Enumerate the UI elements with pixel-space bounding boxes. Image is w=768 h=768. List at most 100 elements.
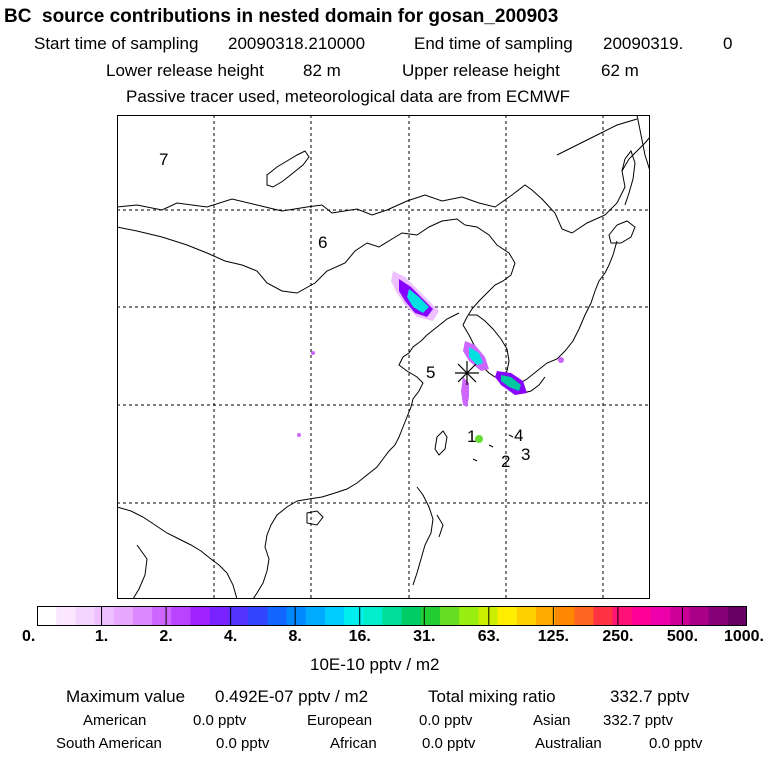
plume-core bbox=[501, 375, 521, 391]
colorbar bbox=[37, 606, 747, 626]
colorbar-swatch bbox=[401, 606, 422, 626]
american-label: American bbox=[83, 712, 147, 729]
colorbar-tick-label: 0. bbox=[22, 628, 36, 645]
colorbar-swatch bbox=[132, 606, 153, 626]
colorbar-tick-label: 63. bbox=[477, 628, 500, 645]
colorbar-swatch bbox=[535, 606, 556, 626]
region-label-2: 2 bbox=[501, 452, 510, 471]
colorbar-swatch bbox=[459, 606, 479, 626]
colorbar-tick-label: 4. bbox=[223, 628, 238, 645]
colorbar-swatch bbox=[420, 606, 441, 626]
colorbar-border bbox=[37, 606, 747, 626]
european-value: 0.0 pptv bbox=[419, 712, 473, 729]
start-time-value: 20090318.210000 bbox=[228, 34, 366, 53]
total-mixing-label: Total mixing ratio bbox=[428, 687, 556, 706]
south-american-label: South American bbox=[56, 735, 162, 752]
plume-inner bbox=[407, 289, 429, 313]
american-value: 0.0 pptv bbox=[193, 712, 247, 729]
colorbar-swatch bbox=[113, 606, 134, 626]
colorbar-swatch bbox=[286, 606, 307, 626]
region-label-3: 3 bbox=[521, 445, 530, 464]
colorbar-swatch bbox=[152, 606, 172, 626]
colorbar-swatch bbox=[190, 606, 211, 626]
lower-release-label: Lower release height bbox=[106, 61, 264, 80]
colorbar-swatch bbox=[497, 606, 518, 626]
colorbar-tick-label: 500. bbox=[666, 628, 699, 645]
region-label-5: 5 bbox=[426, 363, 435, 382]
african-value: 0.0 pptv bbox=[422, 735, 476, 752]
colorbar-tick-label: 1000. bbox=[723, 628, 764, 645]
map-frame bbox=[117, 115, 650, 599]
colorbar-swatch bbox=[228, 606, 249, 626]
colorbar-swatch bbox=[382, 606, 403, 626]
plume-korea bbox=[463, 341, 489, 371]
european-label: European bbox=[307, 712, 373, 729]
end-time-value: 20090319. bbox=[603, 34, 684, 53]
colorbar-swatch bbox=[56, 606, 76, 626]
max-value-label: Maximum value bbox=[66, 687, 186, 706]
plume-south-spot bbox=[297, 433, 301, 437]
colorbar-swatch bbox=[631, 606, 652, 626]
colorbar-swatch bbox=[516, 606, 537, 626]
max-value: 0.492E-07 pptv / m2 bbox=[215, 687, 369, 706]
plume-kyushu bbox=[495, 371, 527, 395]
colorbar-swatch bbox=[171, 606, 192, 626]
start-time-label: Start time of sampling bbox=[34, 34, 199, 53]
colorbar-swatch bbox=[670, 606, 690, 626]
colorbar-tick-label: 250. bbox=[602, 628, 634, 645]
colorbar-swatch bbox=[37, 606, 57, 626]
colorbar-swatch bbox=[248, 606, 268, 626]
colorbar-swatch bbox=[363, 606, 383, 626]
african-label: African bbox=[330, 735, 377, 752]
upper-release-label: Upper release height bbox=[402, 61, 560, 80]
plume-west-spot bbox=[311, 351, 315, 355]
colorbar-swatch bbox=[651, 606, 671, 626]
colorbar-swatch bbox=[344, 606, 364, 626]
plume-japan-spot bbox=[558, 357, 564, 363]
colorbar-swatch bbox=[267, 606, 287, 626]
plume-green-spot bbox=[475, 435, 483, 443]
star-marker bbox=[455, 361, 479, 385]
map-panel: 7 6 5 1 2 3 4 bbox=[117, 115, 650, 599]
asian-label: Asian bbox=[533, 712, 571, 729]
colorbar-swatch bbox=[209, 606, 230, 626]
colorbar-swatch bbox=[708, 606, 729, 626]
colorbar-swatch bbox=[324, 606, 345, 626]
colorbar-swatch bbox=[439, 606, 460, 626]
colorbar-swatch bbox=[75, 606, 96, 626]
colorbar-unit: 10E-10 pptv / m2 bbox=[310, 655, 440, 674]
colorbar-tick-label: 16. bbox=[348, 628, 371, 645]
end-time-label: End time of sampling bbox=[414, 34, 573, 53]
plume-beijing bbox=[391, 271, 439, 321]
colorbar-swatch bbox=[94, 606, 115, 626]
lower-release-value: 82 m bbox=[303, 61, 341, 80]
colorbar-swatch bbox=[555, 606, 575, 626]
colorbar-tick-label: 2. bbox=[159, 628, 173, 645]
total-mixing-value: 332.7 pptv bbox=[610, 687, 690, 706]
region-label-1: 1 bbox=[467, 427, 476, 446]
upper-release-value: 62 m bbox=[601, 61, 639, 80]
region-label-6: 6 bbox=[318, 233, 327, 252]
grid-lines bbox=[117, 115, 650, 599]
end-time-extra: 0 bbox=[723, 34, 733, 53]
asian-value: 332.7 pptv bbox=[603, 712, 674, 729]
plume-inner bbox=[469, 347, 483, 365]
colorbar-tick-label: 125. bbox=[537, 628, 569, 645]
colorbar-swatch bbox=[574, 606, 594, 626]
tracer-note: Passive tracer used, meteorological data… bbox=[126, 87, 571, 106]
colorbar-swatch bbox=[689, 606, 710, 626]
australian-value: 0.0 pptv bbox=[649, 735, 703, 752]
colorbar-swatch bbox=[305, 606, 326, 626]
region-label-4: 4 bbox=[514, 426, 523, 445]
colorbar-tick-label: 31. bbox=[413, 628, 436, 645]
colorbar-swatch bbox=[593, 606, 614, 626]
colorbar-swatch bbox=[478, 606, 499, 626]
map-title: BC source contributions in nested domain… bbox=[4, 6, 559, 27]
colorbar-tick-label: 8. bbox=[288, 628, 302, 645]
colorbar-tick-label: 1. bbox=[94, 628, 109, 645]
region-label-7: 7 bbox=[159, 150, 168, 169]
colorbar-swatch bbox=[727, 606, 747, 626]
south-american-value: 0.0 pptv bbox=[216, 735, 270, 752]
australian-label: Australian bbox=[535, 735, 602, 752]
colorbar-swatch bbox=[612, 606, 633, 626]
